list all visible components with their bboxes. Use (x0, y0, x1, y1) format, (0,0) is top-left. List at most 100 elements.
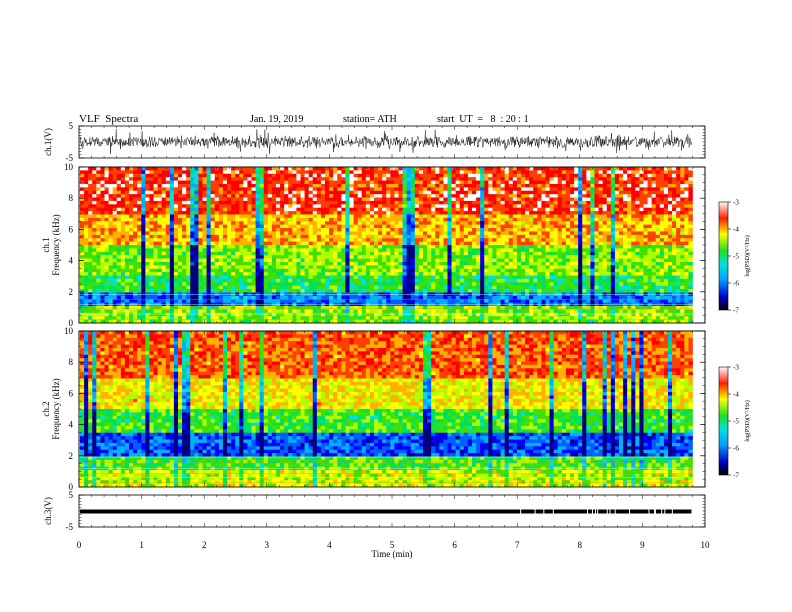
spectrogram-cell (594, 183, 599, 188)
spectrogram-cell (292, 234, 297, 239)
spectrogram-cell (623, 183, 628, 188)
spectrogram-cell (80, 204, 85, 209)
spectrogram-cell (488, 248, 493, 253)
spectrogram-cell (300, 187, 305, 192)
spectrogram-cell (688, 211, 693, 215)
spectrogram-cell (296, 268, 301, 273)
spectrogram-cell (267, 207, 273, 212)
spectrogram-cell (529, 231, 534, 236)
spectrogram-cell (357, 255, 363, 259)
spectrogram-cell (300, 251, 305, 256)
spectrogram-cell (663, 167, 669, 171)
spectrogram-cell (598, 190, 603, 195)
spectrogram-cell (553, 228, 559, 232)
spectrogram-cell (231, 194, 236, 198)
spectrogram-cell (202, 187, 207, 192)
spectrogram-cell (353, 231, 358, 236)
spectrogram-cell (227, 258, 232, 263)
spectrogram-cell (133, 214, 138, 219)
spectrogram-cell (231, 251, 236, 256)
spectrogram-cell (382, 173, 387, 178)
spectrogram-cell (267, 211, 273, 215)
spectrogram-cell (439, 177, 444, 181)
spectrogram-cell (369, 224, 375, 229)
spectrogram-cell (88, 217, 93, 222)
spectrogram-cell (153, 167, 158, 171)
spectrogram-cell (414, 177, 420, 181)
spectrogram-cell (598, 183, 603, 188)
spectrogram-cell (659, 224, 665, 229)
spectrogram-cell (418, 251, 424, 256)
spectrogram-cell (618, 183, 624, 188)
spectrogram-cell (198, 200, 203, 205)
spectrogram-cell (623, 231, 628, 236)
spectrogram-cell (182, 200, 187, 205)
spectrogram-cell (435, 177, 440, 181)
spectrogram-cell (590, 224, 595, 229)
spectrogram-cell (598, 258, 603, 263)
spectrogram-cell (186, 187, 191, 192)
spectrogram-cell (153, 265, 158, 270)
spectrogram-cell (471, 272, 477, 276)
spectrogram-cell (500, 187, 505, 192)
spectrogram-cell (210, 234, 216, 239)
spectrogram-cell (92, 258, 97, 263)
spectrogram-cell (214, 245, 220, 249)
spectrogram-cell (680, 204, 685, 209)
spectrogram-cell (227, 183, 232, 188)
spectrogram-cell (618, 224, 624, 229)
spectrogram-cell (484, 234, 489, 239)
spectrogram-cell (206, 265, 212, 270)
spectrogram-cell (222, 258, 228, 263)
spectrogram-cell (308, 251, 314, 256)
spectrogram-cell (427, 221, 432, 225)
spectrogram-cell (569, 204, 575, 209)
spectrogram-cell (210, 170, 216, 175)
spectrogram-cell (574, 234, 579, 239)
spectrogram-cell (667, 224, 673, 229)
spectrogram-cell (112, 221, 118, 225)
spectrogram-cell (537, 197, 542, 202)
spectrogram-cell (210, 275, 216, 280)
spectrogram-cell (398, 248, 403, 253)
spectrogram-cell (92, 170, 97, 175)
spectrogram-cell (288, 190, 293, 195)
spectrogram-cell (129, 177, 134, 181)
spectrogram-cell (92, 255, 97, 259)
spectrogram-cell (169, 238, 175, 242)
spectrogram-cell (198, 265, 203, 270)
spectrogram-cell (178, 183, 183, 188)
spectrogram-cell (496, 248, 501, 253)
spectrogram-cell (659, 190, 665, 195)
spectrogram-cell (627, 207, 632, 212)
spectrogram-cell (369, 234, 375, 239)
spectrogram-cell (259, 272, 265, 276)
spectrogram-cell (443, 265, 448, 270)
spectrogram-cell (369, 167, 375, 171)
spectrogram-cell (227, 238, 232, 242)
spectrogram-cell (239, 251, 244, 256)
spectrogram-cell (598, 173, 603, 178)
spectrogram-cell (353, 268, 358, 273)
spectrogram-cell (308, 224, 314, 229)
spectrogram-cell (239, 211, 244, 215)
spectrogram-cell (161, 187, 167, 192)
spectrogram-cell (406, 224, 412, 229)
spectrogram-cell (235, 265, 240, 270)
spectrogram-cell (516, 173, 522, 178)
spectrogram-cell (186, 173, 191, 178)
spectrogram-cell (194, 207, 199, 212)
spectrogram-cell (655, 214, 661, 219)
spectrogram-cell (484, 231, 489, 236)
spectrogram-cell (402, 221, 407, 225)
spectrogram-cell (414, 228, 420, 232)
spectrogram-cell (108, 197, 114, 202)
spectrogram-cell (467, 268, 473, 273)
spectrogram-cell (418, 221, 424, 225)
spectrogram-cell (247, 217, 252, 222)
spectrogram-cell (239, 173, 244, 178)
spectrogram-cell (402, 194, 407, 198)
spectrogram-cell (504, 194, 510, 198)
spectrogram-cell (186, 180, 191, 185)
spectrogram-cell (651, 197, 657, 202)
